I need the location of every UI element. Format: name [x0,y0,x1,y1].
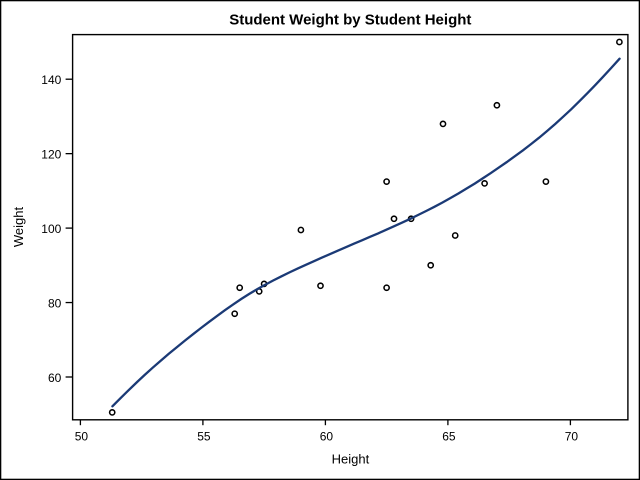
svg-text:60: 60 [48,371,62,385]
svg-text:Weight: Weight [11,207,26,248]
svg-text:Student Weight by Student Heig: Student Weight by Student Height [229,12,471,29]
svg-text:100: 100 [41,222,61,236]
svg-text:50: 50 [75,430,89,444]
svg-text:Height: Height [332,451,370,466]
svg-text:55: 55 [197,430,211,444]
svg-text:60: 60 [320,430,334,444]
svg-text:140: 140 [41,73,61,87]
svg-text:80: 80 [48,297,62,311]
svg-text:65: 65 [442,430,456,444]
svg-text:120: 120 [41,148,61,162]
svg-text:70: 70 [565,430,579,444]
